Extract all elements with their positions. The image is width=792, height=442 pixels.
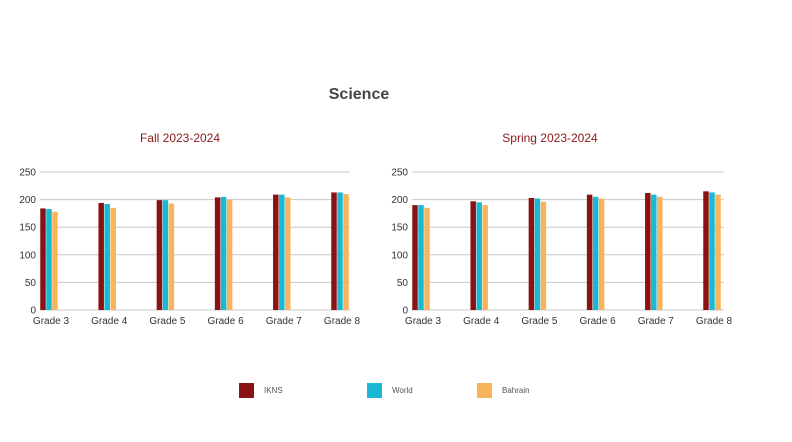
x-tick-label-fall-6: Grade 6 bbox=[208, 316, 245, 327]
bar-spring-bahrain-8 bbox=[715, 194, 721, 310]
y-tick-label-spring-50: 50 bbox=[397, 278, 409, 289]
legend-swatch-ikns bbox=[239, 383, 254, 398]
y-tick-label-spring-100: 100 bbox=[391, 250, 408, 261]
bar-spring-bahrain-5 bbox=[540, 201, 547, 310]
chart-title-spring: Spring 2023-2024 bbox=[502, 131, 598, 145]
bar-spring-world-5 bbox=[534, 198, 541, 310]
x-tick-label-fall-3: Grade 3 bbox=[33, 316, 70, 327]
bar-fall-ikns-4 bbox=[98, 202, 104, 310]
x-tick-label-fall-7: Grade 7 bbox=[266, 316, 303, 327]
bar-fall-world-5 bbox=[162, 200, 169, 310]
bar-spring-bahrain-4 bbox=[482, 205, 488, 310]
x-tick-label-fall-5: Grade 5 bbox=[149, 316, 186, 327]
bar-spring-bahrain-6 bbox=[598, 198, 605, 310]
legend: IKNS World Bahrain bbox=[0, 383, 792, 401]
y-tick-label-fall-200: 200 bbox=[19, 195, 36, 206]
bar-fall-world-4 bbox=[104, 204, 110, 310]
y-tick-label-fall-150: 150 bbox=[19, 223, 36, 234]
bar-spring-ikns-7 bbox=[645, 192, 651, 310]
y-tick-label-fall-50: 50 bbox=[25, 278, 37, 289]
bar-spring-world-3 bbox=[418, 205, 424, 310]
legend-item-bahrain: Bahrain bbox=[477, 383, 530, 398]
y-tick-label-spring-200: 200 bbox=[391, 195, 408, 206]
bar-fall-bahrain-8 bbox=[343, 194, 349, 310]
legend-label-ikns: IKNS bbox=[264, 386, 283, 395]
y-tick-label-spring-150: 150 bbox=[391, 223, 408, 234]
bar-spring-world-8 bbox=[709, 192, 715, 310]
bar-fall-world-8 bbox=[337, 192, 343, 310]
legend-label-bahrain: Bahrain bbox=[502, 386, 530, 395]
y-tick-label-fall-250: 250 bbox=[19, 168, 36, 179]
bar-spring-ikns-3 bbox=[412, 205, 418, 310]
x-tick-label-spring-6: Grade 6 bbox=[580, 316, 617, 327]
x-tick-label-fall-4: Grade 4 bbox=[91, 316, 128, 327]
x-tick-label-spring-4: Grade 4 bbox=[463, 316, 500, 327]
y-tick-label-spring-0: 0 bbox=[402, 306, 408, 317]
bar-spring-world-7 bbox=[651, 194, 657, 310]
bar-spring-world-6 bbox=[592, 196, 599, 310]
bar-fall-ikns-6 bbox=[214, 197, 221, 310]
x-tick-label-spring-3: Grade 3 bbox=[405, 316, 442, 327]
legend-label-world: World bbox=[392, 386, 413, 395]
bar-spring-bahrain-3 bbox=[424, 207, 430, 310]
bar-fall-bahrain-3 bbox=[52, 211, 58, 310]
bar-fall-ikns-3 bbox=[40, 208, 46, 310]
bar-fall-world-6 bbox=[220, 196, 227, 310]
x-tick-label-spring-8: Grade 8 bbox=[696, 316, 733, 327]
bar-fall-bahrain-6 bbox=[226, 199, 233, 310]
legend-item-ikns: IKNS bbox=[239, 383, 283, 398]
x-tick-label-fall-8: Grade 8 bbox=[324, 316, 361, 327]
bar-fall-ikns-5 bbox=[156, 200, 163, 310]
bar-spring-ikns-8 bbox=[703, 191, 709, 310]
bar-spring-ikns-6 bbox=[586, 194, 593, 310]
bar-spring-bahrain-7 bbox=[657, 196, 663, 310]
chart-title-fall: Fall 2023-2024 bbox=[139, 131, 221, 145]
bar-fall-world-3 bbox=[46, 208, 52, 310]
x-tick-label-spring-7: Grade 7 bbox=[638, 316, 675, 327]
bar-fall-ikns-7 bbox=[273, 194, 279, 310]
y-tick-label-fall-100: 100 bbox=[19, 250, 36, 261]
legend-swatch-bahrain bbox=[477, 383, 492, 398]
bar-fall-world-7 bbox=[279, 194, 285, 310]
bar-fall-bahrain-4 bbox=[110, 207, 116, 310]
bar-fall-bahrain-7 bbox=[285, 197, 291, 310]
legend-item-world: World bbox=[367, 383, 413, 398]
bar-spring-ikns-5 bbox=[528, 197, 535, 310]
y-tick-label-fall-0: 0 bbox=[30, 306, 36, 317]
x-tick-label-spring-5: Grade 5 bbox=[521, 316, 558, 327]
y-tick-label-spring-250: 250 bbox=[391, 168, 408, 179]
bar-spring-world-4 bbox=[476, 202, 482, 310]
bar-fall-ikns-8 bbox=[331, 192, 337, 310]
legend-swatch-world bbox=[367, 383, 382, 398]
page-title: Science bbox=[328, 86, 390, 103]
bar-fall-bahrain-5 bbox=[168, 203, 175, 310]
bar-spring-ikns-4 bbox=[470, 201, 476, 310]
